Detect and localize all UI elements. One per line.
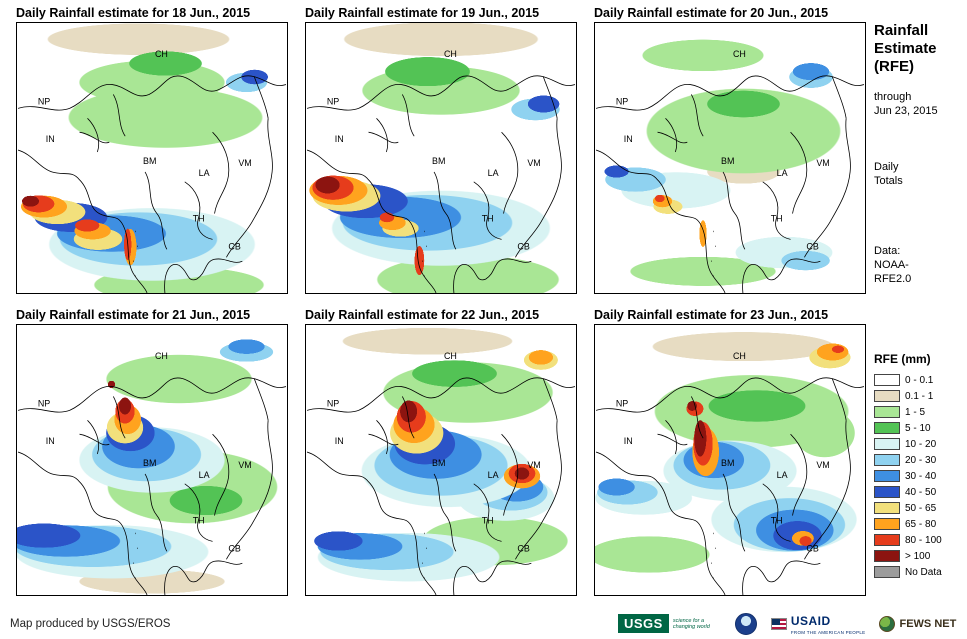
map-overlay-20jun (595, 23, 865, 293)
legend-label: 80 - 100 (905, 534, 942, 546)
legend-swatch (874, 550, 900, 562)
legend-label: 1 - 5 (905, 406, 926, 418)
legend-swatch (874, 438, 900, 450)
fewsnet-globe-icon (879, 615, 896, 632)
noaa-logo (734, 612, 757, 635)
legend-row: 40 - 50 (874, 484, 966, 500)
product-title-line3: (RFE) (874, 58, 914, 75)
legend-swatch (874, 486, 900, 498)
legend-row: 80 - 100 (874, 532, 966, 548)
map-overlay-22jun (306, 325, 576, 595)
legend-label: 0 - 0.1 (905, 374, 934, 386)
legend-swatch (874, 390, 900, 402)
rainfall-map-23jun (594, 324, 866, 596)
agency-logos: USGS science for a changing world USAID … (618, 612, 956, 635)
map-overlay-23jun (595, 325, 865, 595)
usgs-wordmark: USGS (618, 614, 669, 633)
legend-row: > 100 (874, 548, 966, 564)
legend-row: 10 - 20 (874, 436, 966, 452)
map-panel-19jun: Daily Rainfall estimate for 19 Jun., 201… (305, 4, 577, 294)
map-credit-text: Map produced by USGS/EROS (10, 618, 171, 630)
data-source-line1: Data: (874, 245, 901, 257)
totals-line2: Totals (874, 175, 903, 187)
panel-title-18jun: Daily Rainfall estimate for 18 Jun., 201… (16, 6, 251, 20)
legend-swatch (874, 374, 900, 386)
usaid-logo: USAID FROM THE AMERICAN PEOPLE (770, 612, 866, 635)
legend-label: No Data (905, 566, 942, 578)
data-source-line2: NOAA- (874, 259, 909, 271)
rainfall-map-19jun (305, 22, 577, 294)
legend-label: 0.1 - 1 (905, 390, 934, 402)
map-geography (18, 351, 286, 595)
info-sidebar: Rainfall Estimate (RFE) through Jun 23, … (874, 22, 966, 286)
rainfall-map-21jun (16, 324, 288, 596)
legend-row: 0.1 - 1 (874, 388, 966, 404)
rainfall-map-22jun (305, 324, 577, 596)
through-date: Jun 23, 2015 (874, 105, 938, 117)
legend-row: 20 - 30 (874, 452, 966, 468)
map-overlay-18jun (17, 23, 287, 293)
legend-label: 30 - 40 (905, 470, 937, 482)
legend-label: 10 - 20 (905, 438, 937, 450)
legend-row: 0 - 0.1 (874, 372, 966, 388)
data-source-line3: RFE2.0 (874, 273, 912, 285)
legend-swatch (874, 518, 900, 530)
panel-title-21jun: Daily Rainfall estimate for 21 Jun., 201… (16, 308, 251, 322)
through-label: through (874, 91, 912, 103)
legend-row: 5 - 10 (874, 420, 966, 436)
map-geography (307, 49, 575, 293)
legend-row: 30 - 40 (874, 468, 966, 484)
legend-row: 50 - 65 (874, 500, 966, 516)
map-geography (596, 351, 864, 595)
legend-swatch (874, 566, 900, 578)
map-panel-20jun: Daily Rainfall estimate for 20 Jun., 201… (594, 4, 866, 294)
legend-label: 40 - 50 (905, 486, 937, 498)
map-geography (596, 49, 864, 293)
legend-label: > 100 (905, 550, 931, 562)
product-title-line2: Estimate (874, 40, 937, 57)
map-panel-21jun: Daily Rainfall estimate for 21 Jun., 201… (16, 306, 288, 596)
map-panel-18jun: Daily Rainfall estimate for 18 Jun., 201… (16, 4, 288, 294)
usaid-tagline: FROM THE AMERICAN PEOPLE (790, 630, 866, 635)
map-overlay-19jun (306, 23, 576, 293)
map-panel-23jun: Daily Rainfall estimate for 23 Jun., 201… (594, 306, 866, 596)
legend-row: 65 - 80 (874, 516, 966, 532)
rainfall-map-18jun (16, 22, 288, 294)
rfe-legend: RFE (mm) 0 - 0.1 0.1 - 1 1 - 5 5 - 10 10… (874, 352, 966, 580)
footer: Map produced by USGS/EROS USGS science f… (0, 610, 967, 639)
panel-title-22jun: Daily Rainfall estimate for 22 Jun., 201… (305, 308, 540, 322)
fewsnet-wordmark: FEWS NET (899, 617, 957, 630)
legend-swatch (874, 534, 900, 546)
panel-title-23jun: Daily Rainfall estimate for 23 Jun., 201… (594, 308, 829, 322)
legend-label: 20 - 30 (905, 454, 937, 466)
usaid-flag-icon (770, 617, 787, 630)
legend-swatch (874, 454, 900, 466)
map-panel-22jun: Daily Rainfall estimate for 22 Jun., 201… (305, 306, 577, 596)
legend-swatch (874, 502, 900, 514)
map-geography (18, 49, 286, 293)
legend-swatch (874, 422, 900, 434)
fewsnet-logo: FEWS NET (879, 615, 957, 632)
rainfall-map-20jun (594, 22, 866, 294)
usaid-wordmark: USAID (790, 614, 831, 628)
map-geography (307, 351, 575, 595)
panel-title-19jun: Daily Rainfall estimate for 19 Jun., 201… (305, 6, 540, 20)
legend-swatch (874, 406, 900, 418)
legend-label: 65 - 80 (905, 518, 937, 530)
legend-swatch (874, 470, 900, 482)
totals-line1: Daily (874, 161, 899, 173)
legend-title: RFE (mm) (874, 352, 931, 366)
usgs-logo: USGS science for a changing world (618, 614, 721, 633)
noaa-seal-icon (734, 612, 757, 635)
legend-row: No Data (874, 564, 966, 580)
panel-title-20jun: Daily Rainfall estimate for 20 Jun., 201… (594, 6, 829, 20)
legend-label: 5 - 10 (905, 422, 931, 434)
map-overlay-21jun (17, 325, 287, 595)
product-title-line1: Rainfall (874, 22, 929, 39)
legend-label: 50 - 65 (905, 502, 937, 514)
legend-row: 1 - 5 (874, 404, 966, 420)
usgs-tagline: science for a changing world (672, 617, 710, 630)
